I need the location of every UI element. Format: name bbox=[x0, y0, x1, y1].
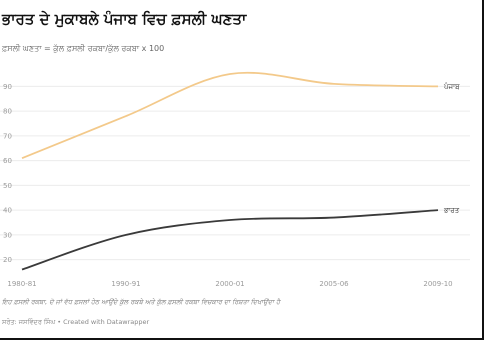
x-tick-label: 2000-01 bbox=[215, 280, 244, 288]
x-tick-label: 1990-91 bbox=[111, 280, 140, 288]
x-tick-label: 2009-10 bbox=[423, 280, 452, 288]
series-label-punjab: ਪੰਜਾਬ bbox=[443, 82, 460, 91]
chart-footnote: ਇਹ ਫ਼ਸਲੀ ਰਕਬਾ, ਦੋ ਜਾਂ ਵੱਧ ਫ਼ਸਲਾਂ ਹੇਠ ਆਉਂ… bbox=[2, 298, 280, 306]
y-tick-label: 20 bbox=[3, 256, 12, 264]
series-line-punjab bbox=[21, 71, 439, 159]
y-tick-label: 30 bbox=[3, 231, 12, 239]
y-tick-label: 40 bbox=[3, 207, 12, 215]
y-tick-label: 80 bbox=[3, 108, 12, 116]
chart-source: ਸਰੋਤ: ਜਸਵਿੰਦਰ ਸਿੰਘ • Created with Datawr… bbox=[2, 318, 150, 326]
line-chart: 90 80 70 60 50 40 30 20 1980-81 1990-91 2000-01 200… bbox=[0, 71, 470, 288]
x-tick-label: 1980-81 bbox=[7, 280, 36, 288]
x-tick-label: 2005-06 bbox=[319, 280, 349, 288]
series-label-india: ਭਾਰਤ bbox=[443, 207, 460, 215]
series-line-india bbox=[21, 209, 439, 271]
y-tick-label: 70 bbox=[3, 132, 12, 140]
chart-panel: ਭਾਰਤ ਦੇ ਮੁਕਾਬਲੇ ਪੰਜਾਬ ਵਿਚ ਫ਼ਸਲੀ ਘਣਤਾ ਫ਼ਸ… bbox=[0, 0, 484, 340]
y-tick-label: 90 bbox=[3, 83, 12, 91]
y-tick-label: 60 bbox=[3, 157, 12, 165]
chart-title: ਭਾਰਤ ਦੇ ਮੁਕਾਬਲੇ ਪੰਜਾਬ ਵਿਚ ਫ਼ਸਲੀ ਘਣਤਾ bbox=[2, 10, 247, 28]
chart-subtitle: ਫ਼ਸਲੀ ਘਣਤਾ = ਕੁੱਲ ਫ਼ਸਲੀ ਰਕਬਾ/ਕੁੱਲ ਰਕਬਾ x… bbox=[2, 44, 165, 53]
y-tick-label: 50 bbox=[3, 182, 12, 190]
